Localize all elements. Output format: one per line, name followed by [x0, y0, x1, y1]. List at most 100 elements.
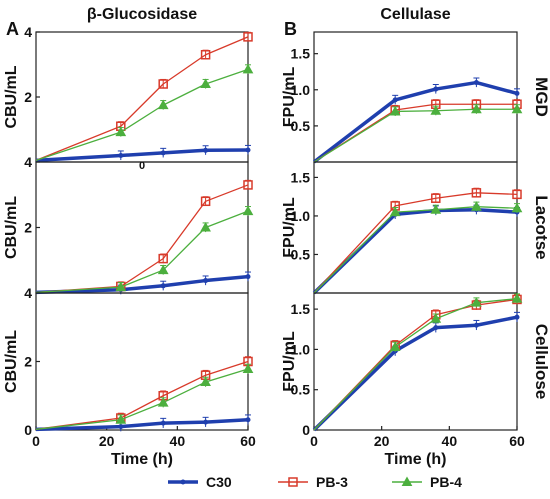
y-tick-label: 0.5 — [291, 246, 311, 262]
data-point — [118, 424, 124, 430]
data-point — [430, 313, 442, 323]
series-line — [313, 206, 518, 294]
legend — [168, 476, 422, 487]
series-line — [313, 297, 518, 431]
y-tick-label: 0 — [24, 422, 32, 438]
legend-label: C30 — [206, 474, 232, 490]
y-axis-label: FPU/mL — [281, 67, 298, 128]
data-point — [200, 221, 211, 232]
chart-panel-4 — [312, 161, 523, 295]
series-c30 — [312, 311, 520, 432]
data-point — [203, 278, 209, 284]
x-tick-label: 0 — [310, 433, 318, 449]
y-tick-label: 1.5 — [291, 301, 311, 317]
series-c30 — [312, 77, 520, 164]
data-point — [433, 86, 439, 92]
data-point — [433, 325, 439, 331]
series-pb-3 — [313, 294, 522, 431]
y-tick-label: 0 — [302, 422, 310, 438]
data-point — [115, 281, 127, 292]
chart-panel-3 — [35, 161, 254, 295]
y-tick-label: 1.0 — [291, 208, 311, 224]
data-point — [473, 80, 479, 86]
chart-title: Cellulase — [380, 6, 450, 23]
plot-frame — [35, 161, 249, 294]
series-line — [312, 80, 518, 164]
data-point — [471, 297, 482, 307]
y-axis-label: FPU/mL — [281, 331, 298, 392]
data-point — [157, 99, 169, 110]
series-line — [312, 208, 518, 295]
y-tick-label: 4 — [24, 24, 32, 40]
legend-marker — [401, 476, 413, 486]
series-line — [35, 68, 249, 161]
data-point — [158, 253, 168, 264]
y-tick-label: 1.0 — [291, 341, 311, 357]
data-point — [511, 103, 523, 114]
data-point — [392, 97, 398, 103]
y-tick-label: 2 — [24, 89, 32, 105]
y-axis-label: CBU/mL — [3, 65, 20, 128]
row-label: Lacotse — [532, 195, 550, 259]
legend-label: PB-3 — [316, 474, 348, 490]
series-line — [35, 36, 249, 161]
data-point — [160, 283, 166, 289]
y-axis-label: CBU/mL — [3, 196, 20, 259]
data-point — [245, 274, 251, 280]
chart-panel-2 — [312, 31, 523, 164]
chart-panel-5 — [35, 292, 254, 432]
data-point — [200, 50, 211, 60]
data-point — [511, 293, 523, 303]
series-pb-4 — [35, 63, 254, 161]
series-line — [35, 148, 249, 163]
legend-item-pb-4 — [392, 476, 422, 486]
data-point — [512, 189, 522, 200]
panel-label-a: A — [6, 19, 19, 39]
y-tick-label: 0.5 — [291, 382, 311, 398]
data-point — [160, 420, 166, 426]
data-point — [243, 32, 253, 42]
data-point — [203, 419, 209, 425]
data-point — [203, 147, 209, 153]
data-point — [471, 201, 482, 211]
row-label: MGD — [532, 77, 550, 117]
data-point — [245, 417, 251, 423]
data-point — [242, 205, 254, 216]
data-point — [431, 193, 441, 203]
legend-label: PB-4 — [430, 474, 462, 490]
data-point — [200, 78, 211, 88]
series-pb-4 — [313, 201, 523, 294]
series-pb-4 — [313, 293, 523, 431]
data-point — [473, 322, 479, 328]
x-axis-label: Time (h) — [385, 451, 447, 468]
x-tick-label: 40 — [442, 433, 458, 449]
data-point — [471, 188, 482, 198]
series-line — [313, 192, 518, 294]
series-line — [313, 103, 517, 163]
panel-label-b: B — [284, 19, 297, 39]
series-pb-4 — [35, 205, 254, 293]
data-point — [389, 105, 401, 116]
data-point — [157, 264, 169, 275]
row-label: Cellulose — [532, 324, 550, 400]
y-tick-label: 1.0 — [291, 82, 311, 98]
y-axis-label: CBU/mL — [3, 330, 20, 393]
series-line — [313, 108, 517, 163]
plot-frame — [313, 161, 518, 294]
series-pb-3 — [35, 179, 253, 293]
plot-frame — [35, 31, 249, 163]
data-point — [242, 63, 254, 74]
legend-item-pb-3 — [278, 477, 308, 487]
chart-panel-1 — [35, 31, 254, 163]
series-pb-3 — [35, 356, 253, 430]
data-point — [157, 397, 169, 407]
y-tick-label: 1.5 — [291, 169, 311, 185]
y-tick-label: 2 — [24, 220, 32, 236]
series-c30 — [35, 144, 251, 163]
x-tick-label: 20 — [374, 433, 390, 449]
series-c30 — [35, 414, 251, 432]
series-pb-4 — [35, 363, 254, 430]
data-point — [389, 206, 401, 217]
data-point — [471, 103, 482, 114]
